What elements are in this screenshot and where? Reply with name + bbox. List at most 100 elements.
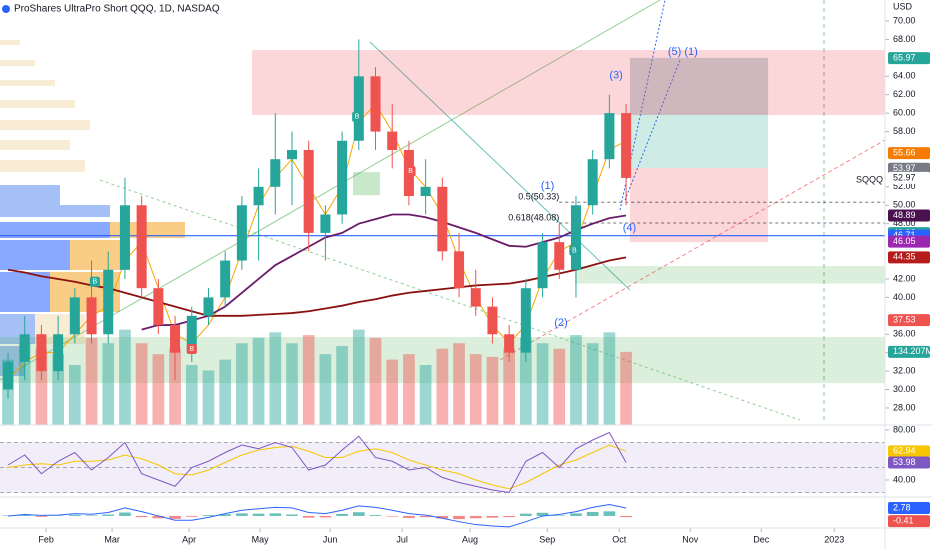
candle-body bbox=[437, 186, 448, 252]
profile-bar bbox=[0, 160, 85, 172]
price-tag-label: 2.78 bbox=[893, 502, 911, 512]
signal-marker bbox=[89, 276, 100, 287]
zone bbox=[629, 114, 769, 168]
currency: USD bbox=[893, 1, 913, 11]
candle-body bbox=[487, 306, 498, 335]
candle-body bbox=[19, 334, 30, 362]
candle-body bbox=[170, 325, 181, 353]
price-tag bbox=[888, 251, 930, 264]
wave-label: (5) (1) bbox=[668, 46, 698, 58]
candle-body bbox=[253, 186, 264, 206]
macd-bar bbox=[570, 513, 582, 516]
macd-bar bbox=[68, 514, 81, 516]
zone bbox=[0, 337, 885, 384]
y-tick-label: 40.00 bbox=[893, 292, 916, 302]
x-tick-label: Oct bbox=[612, 534, 627, 544]
macd-bar bbox=[336, 513, 348, 516]
candle-body bbox=[136, 205, 147, 289]
zone bbox=[629, 57, 769, 115]
volume-bar bbox=[486, 356, 499, 425]
macd-bar bbox=[453, 515, 465, 520]
volume-bar bbox=[453, 343, 465, 425]
macd-bar bbox=[18, 514, 31, 516]
profile-bar bbox=[0, 222, 110, 238]
price-tag-label: 44.35 bbox=[893, 252, 916, 262]
candle-body bbox=[186, 315, 197, 353]
candle-body bbox=[537, 242, 548, 289]
candle-body bbox=[504, 334, 515, 353]
candle-body bbox=[420, 186, 431, 197]
y-tick-label: 48.00 bbox=[893, 218, 916, 228]
macd-bar bbox=[119, 512, 131, 516]
y-tick-label: 30.00 bbox=[893, 384, 916, 394]
volume-bar bbox=[302, 335, 315, 425]
price-tag-label: 65.97 bbox=[893, 53, 916, 63]
volume-bar bbox=[52, 354, 64, 425]
candle-body bbox=[220, 260, 231, 298]
price-tag-label: 46.71 bbox=[893, 230, 916, 240]
y-tick-label: 62.00 bbox=[893, 89, 916, 99]
volume-bar bbox=[503, 348, 515, 425]
zone bbox=[352, 172, 381, 196]
volume-bar bbox=[369, 337, 382, 425]
x-tick-label: May bbox=[252, 534, 270, 544]
symbol-icon bbox=[2, 5, 10, 13]
price-tag-label: 62.94 bbox=[893, 446, 916, 456]
volume-bar bbox=[286, 343, 298, 425]
price-tag bbox=[888, 147, 930, 160]
volume-bar bbox=[252, 337, 265, 425]
candle-body bbox=[370, 76, 381, 132]
candle-body bbox=[587, 159, 598, 206]
price-tag-label: 46.05 bbox=[893, 236, 916, 246]
profile-bar bbox=[0, 120, 90, 130]
wave-label: (1) bbox=[541, 180, 554, 192]
candle-body bbox=[621, 113, 632, 178]
volume-bar bbox=[219, 359, 232, 425]
volume-bar bbox=[469, 354, 482, 425]
price-tag-label: 55.66 bbox=[893, 147, 916, 157]
volume-bar bbox=[603, 332, 616, 425]
candle-body bbox=[119, 205, 130, 270]
macd-bar bbox=[419, 515, 432, 518]
fib-label: 0.5(50.33) bbox=[518, 192, 559, 202]
volume-bar bbox=[520, 337, 532, 425]
macd-bar bbox=[603, 511, 616, 516]
signal-marker bbox=[569, 245, 580, 256]
macd-bar bbox=[403, 515, 415, 518]
x-tick-label: Feb bbox=[38, 534, 54, 544]
volume-bar bbox=[553, 348, 566, 425]
x-tick-label: Jun bbox=[323, 534, 338, 544]
y-tick-label: 50.00 bbox=[893, 200, 916, 210]
volume-bar bbox=[352, 329, 365, 425]
chart-title: ProShares UltraPro Short QQQ, 1D, NASDAQ bbox=[14, 4, 220, 15]
volume-bar bbox=[152, 354, 165, 425]
volume-bar bbox=[185, 365, 198, 425]
y-tick-label: 36.00 bbox=[893, 329, 916, 339]
candle-body bbox=[570, 205, 581, 270]
macd-bar bbox=[319, 515, 332, 518]
volume-bar bbox=[536, 343, 549, 425]
candle-body bbox=[554, 242, 565, 270]
price-tag-label: 53.98 bbox=[893, 457, 916, 467]
macd-bar bbox=[486, 515, 499, 518]
volume-bar bbox=[403, 354, 415, 425]
price-tag-label: 53.97 bbox=[893, 163, 916, 173]
volume-bar bbox=[85, 337, 98, 425]
y-tick-label: 60.00 bbox=[893, 108, 916, 118]
volume-bar bbox=[202, 370, 215, 425]
macd-bar bbox=[85, 515, 98, 516]
macd-bar bbox=[436, 515, 449, 519]
macd-line bbox=[7, 503, 627, 528]
y-tick-label: 64.00 bbox=[893, 71, 916, 81]
profile-bar bbox=[0, 185, 60, 205]
macd-bar bbox=[536, 512, 549, 516]
candle-body bbox=[203, 297, 214, 316]
x-tick-label: Sep bbox=[539, 534, 555, 544]
price-tag bbox=[888, 445, 930, 458]
zone bbox=[629, 167, 769, 243]
price-tag bbox=[888, 345, 930, 358]
y-tick-label: 42.00 bbox=[893, 273, 916, 283]
candle-body bbox=[3, 361, 14, 390]
price-tag bbox=[888, 235, 930, 248]
volume-bar bbox=[336, 345, 348, 425]
